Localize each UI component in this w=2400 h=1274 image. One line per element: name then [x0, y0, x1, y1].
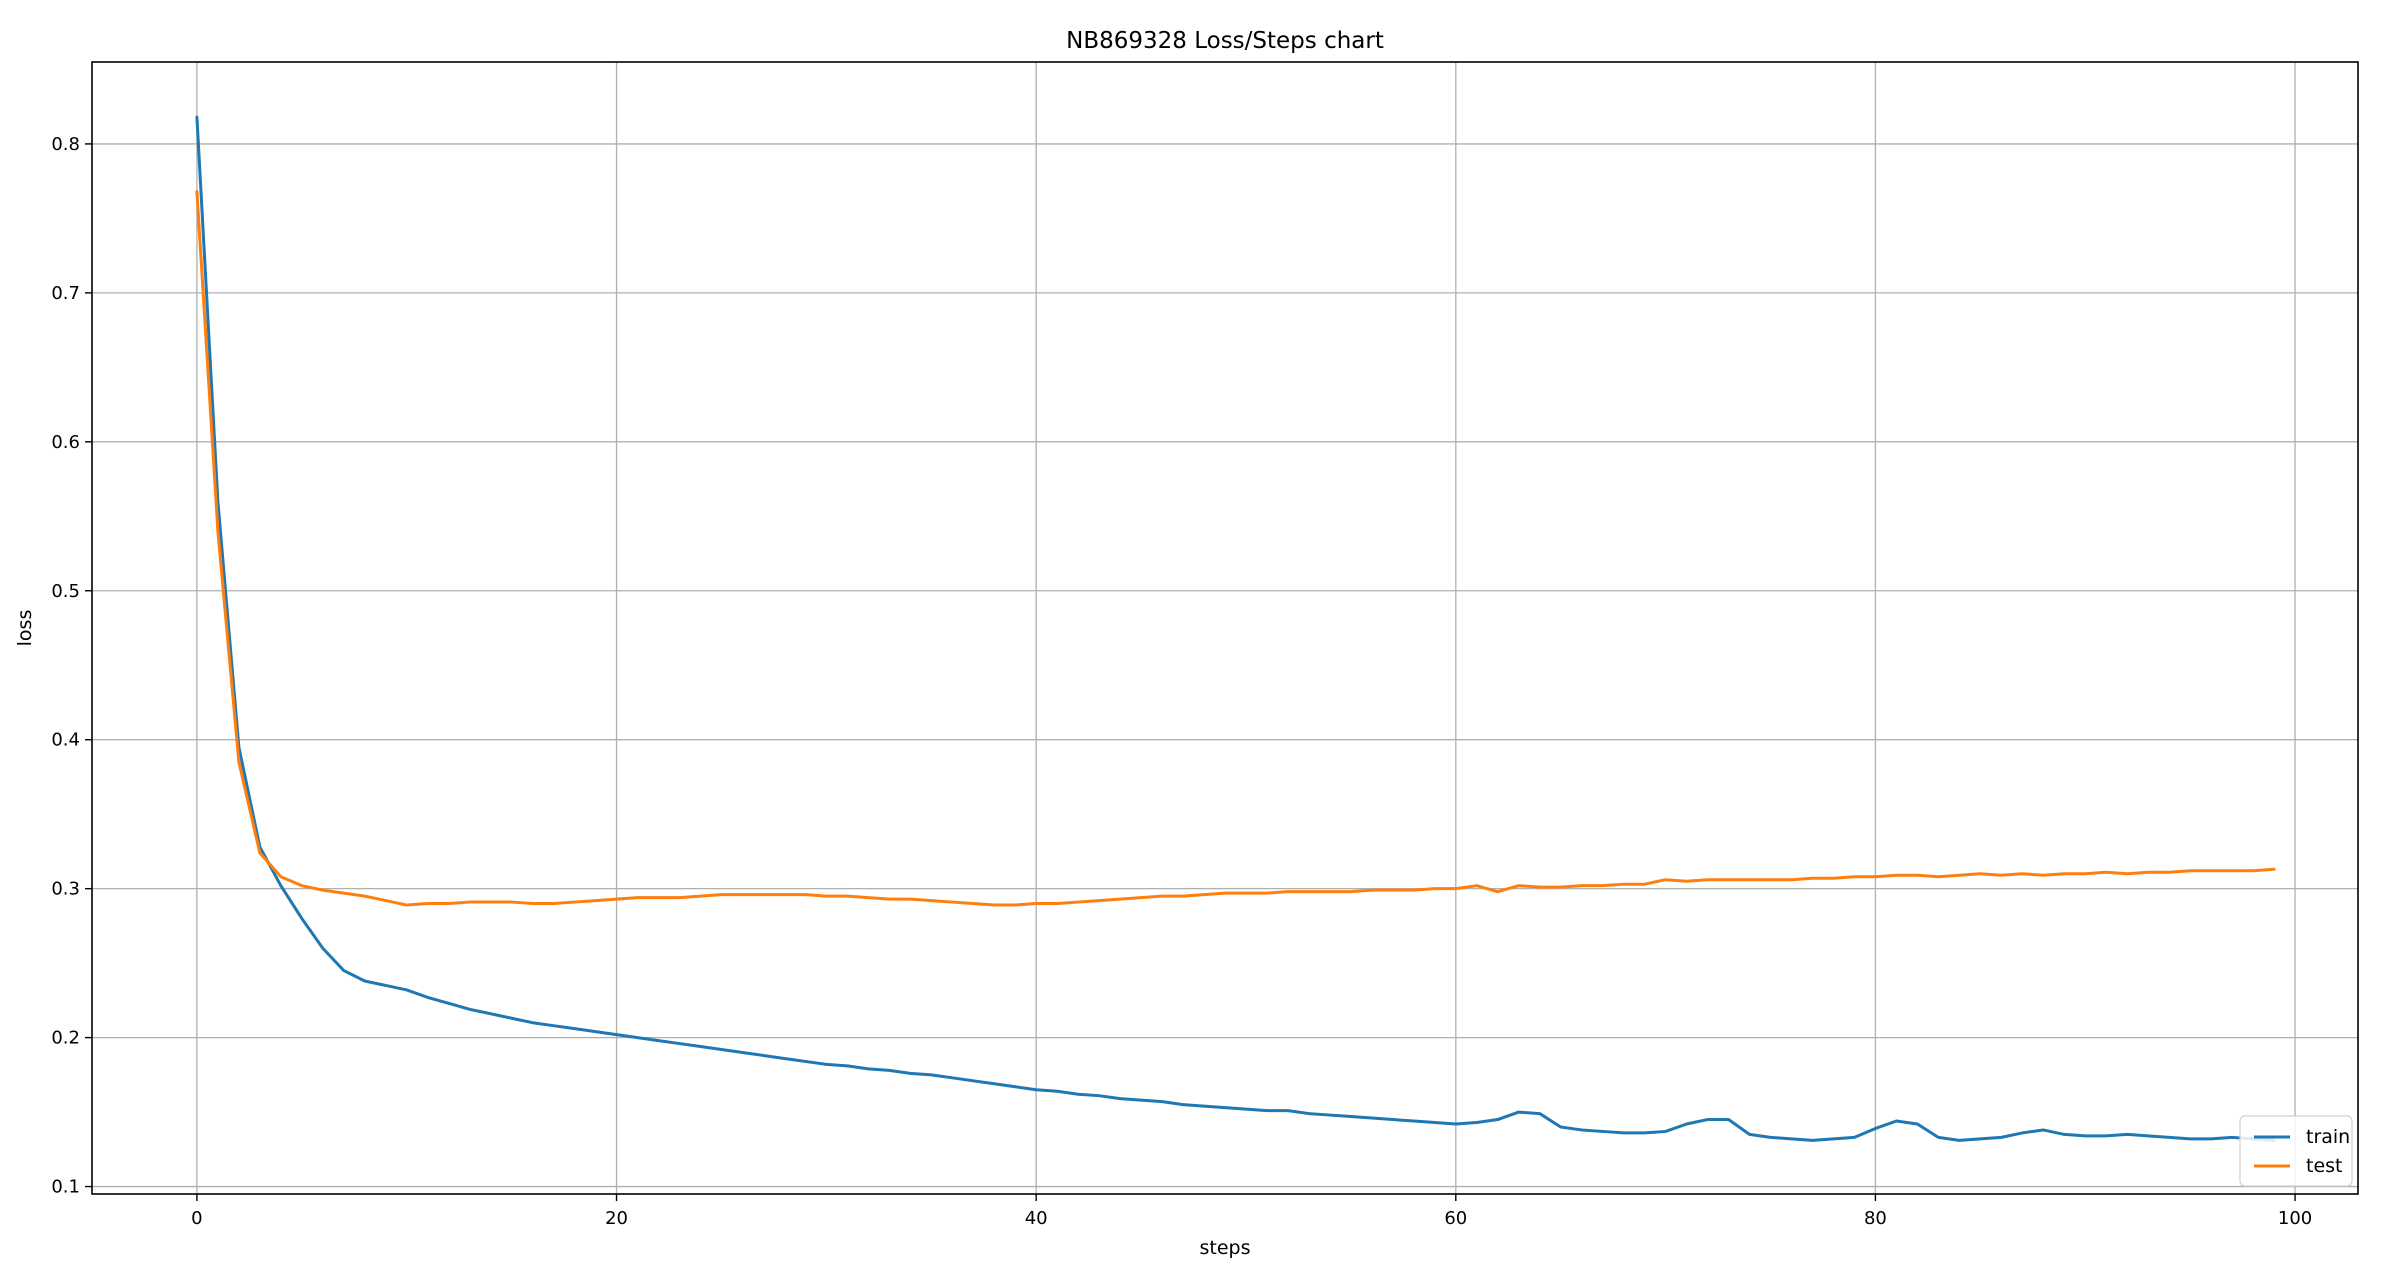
- legend-test-label: test: [2306, 1155, 2343, 1177]
- x-axis-label: steps: [1200, 1237, 1251, 1259]
- y-tick-label: 0.5: [51, 581, 80, 602]
- x-tick-label: 100: [2278, 1208, 2312, 1229]
- x-tick-label: 20: [605, 1208, 628, 1229]
- legend-train-label: train: [2306, 1126, 2350, 1148]
- x-tick-label: 80: [1864, 1208, 1887, 1229]
- legend: train test: [2239, 1115, 2353, 1187]
- plot-frame: [91, 61, 2359, 1195]
- tick-layer: 0 20 40 60 80 100 0.1 0.2 0.3 0.4 0.5 0.6 0.7 0.8: [51, 134, 2312, 1229]
- chart-title: NB869328 Loss/Steps chart: [1066, 28, 1384, 54]
- y-tick-label: 0.1: [51, 1177, 80, 1198]
- y-tick-label: 0.4: [51, 730, 80, 751]
- series-line-train: [195, 115, 2276, 1142]
- series-layer: [195, 115, 2276, 1142]
- grid-layer: [92, 62, 2358, 1194]
- x-tick-label: 40: [1025, 1208, 1048, 1229]
- y-tick-label: 0.7: [51, 283, 80, 304]
- y-tick-label: 0.2: [51, 1028, 80, 1049]
- y-axis-label: loss: [14, 610, 36, 647]
- y-tick-label: 0.6: [51, 432, 80, 453]
- x-tick-label: 0: [191, 1208, 202, 1229]
- y-tick-label: 0.8: [51, 134, 80, 155]
- series-line-test: [195, 190, 2276, 907]
- legend-box: [2239, 1115, 2353, 1187]
- x-tick-label: 60: [1444, 1208, 1467, 1229]
- y-tick-label: 0.3: [51, 879, 80, 900]
